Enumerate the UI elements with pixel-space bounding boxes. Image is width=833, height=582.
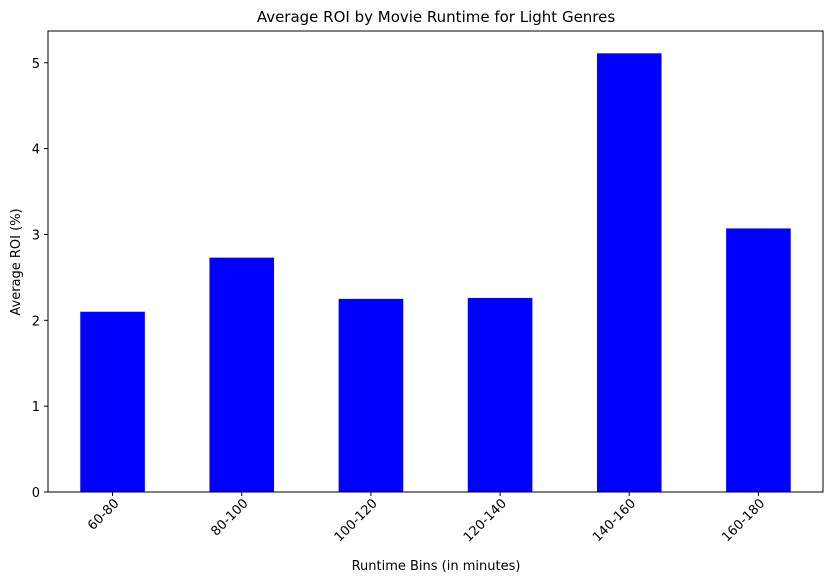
bar-100-120 [338,298,404,492]
y-tick-label: 3 [32,228,40,243]
x-tick-label: 140-160 [590,496,639,545]
x-tick-label: 100-120 [332,496,381,545]
plot-area-frame [47,30,824,493]
y-tick-label: 1 [32,400,40,415]
x-axis-ticks: 60-80 80-100 100-120 120-140 140-160 160-180 [85,492,768,545]
chart-title: Average ROI by Movie Runtime for Light G… [257,8,616,26]
x-tick-label: 120-140 [461,496,510,545]
bar-140-160 [596,53,662,492]
x-axis-title: Runtime Bins (in minutes) [352,559,521,574]
x-tick-label: 160-180 [719,496,768,545]
bar-160-180 [726,228,791,492]
y-axis-title: Average ROI (%) [9,208,24,315]
bar-80-100 [209,257,275,492]
bars-group [80,53,791,492]
y-tick-label: 2 [32,314,40,329]
y-axis-ticks: 0 1 2 3 4 5 [32,57,48,501]
x-tick-label: 80-100 [208,496,251,539]
x-tick-label: 60-80 [85,496,122,533]
y-tick-label: 0 [32,486,40,501]
y-tick-label: 5 [32,57,40,72]
bar-120-140 [467,297,533,492]
bar-60-80 [80,311,145,492]
y-tick-label: 4 [32,143,40,158]
